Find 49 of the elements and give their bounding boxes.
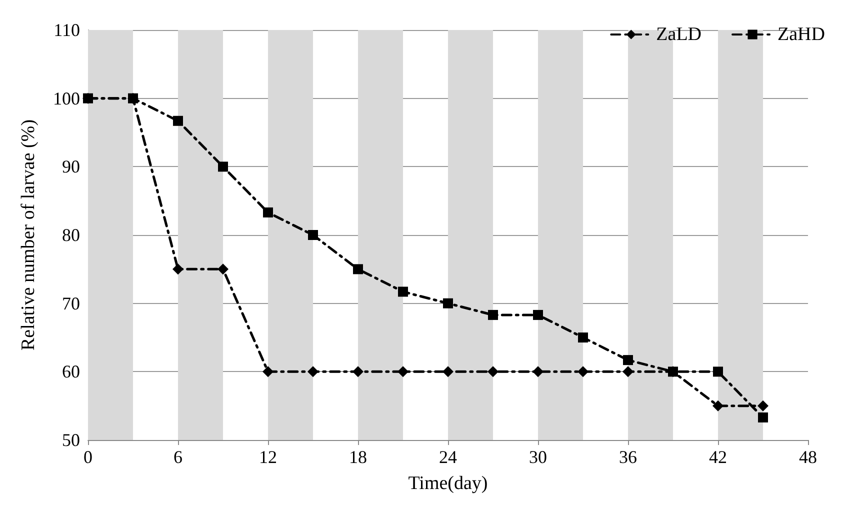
point <box>488 310 498 320</box>
point <box>172 264 184 275</box>
x-tick-label: 36 <box>619 447 637 467</box>
point <box>758 412 768 422</box>
point <box>218 162 228 172</box>
point <box>353 264 363 274</box>
point <box>623 355 633 366</box>
x-tick-label: 24 <box>439 447 457 467</box>
legend-label: ZaHD <box>778 24 826 45</box>
point <box>533 310 543 320</box>
point <box>398 286 408 297</box>
y-tick-label: 60 <box>62 362 80 382</box>
x-tick-label: 12 <box>259 447 277 467</box>
point <box>308 230 318 240</box>
legend-label: ZaLD <box>656 24 702 45</box>
point <box>398 366 408 378</box>
point <box>308 366 318 378</box>
point <box>578 366 588 378</box>
y-tick-label: 90 <box>62 156 80 177</box>
point <box>758 400 768 412</box>
point <box>83 93 93 104</box>
x-axis-title: Time(day) <box>408 473 488 494</box>
point <box>578 332 588 342</box>
x-tick-label: 6 <box>174 447 182 467</box>
point <box>442 366 454 378</box>
point <box>622 366 634 378</box>
y-tick-label: 100 <box>53 88 80 108</box>
point <box>262 366 274 378</box>
point <box>173 116 183 126</box>
y-tick-label: 80 <box>62 225 80 245</box>
x-tick-label: 42 <box>709 447 727 467</box>
y-tick-label: 70 <box>62 293 80 314</box>
point <box>713 366 723 377</box>
y-tick-label: 110 <box>54 20 80 40</box>
point <box>128 93 138 104</box>
point <box>488 366 498 378</box>
x-tick-label: 18 <box>349 447 367 467</box>
point <box>532 366 544 378</box>
point <box>218 264 228 275</box>
point <box>263 207 273 218</box>
y-axis-title: Relative number of larvae (%) <box>18 119 39 351</box>
point <box>712 400 724 412</box>
x-tick-label: 30 <box>529 447 547 467</box>
y-tick-label: 50 <box>62 430 80 450</box>
x-tick-label: 0 <box>84 447 92 467</box>
point <box>443 298 453 308</box>
x-tick-label: 48 <box>799 447 817 467</box>
point <box>352 366 364 378</box>
point <box>668 366 678 377</box>
